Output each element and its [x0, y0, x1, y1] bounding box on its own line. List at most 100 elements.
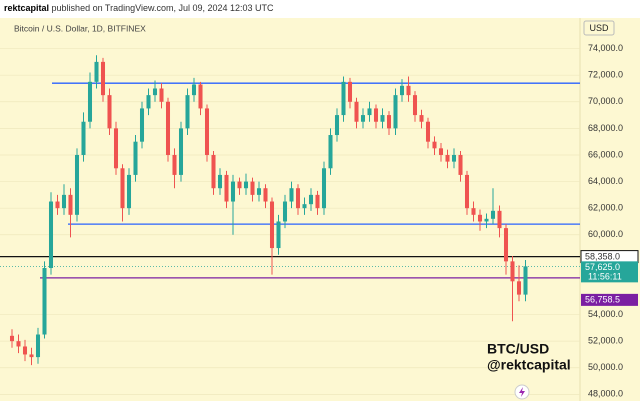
candle-body — [250, 181, 255, 195]
candle-body — [133, 141, 138, 175]
candle-body — [68, 194, 73, 215]
candle-body — [276, 221, 281, 249]
y-tick-label: 64,000.0 — [588, 176, 623, 186]
candle-body — [159, 88, 164, 102]
candle-body — [399, 85, 405, 96]
y-tick-label: 60,000.0 — [588, 229, 623, 239]
candle-body — [107, 95, 112, 129]
candle-body — [113, 128, 119, 169]
level-tag: 58,358.0 — [585, 251, 620, 261]
y-tick-label: 54,000.0 — [588, 309, 623, 319]
candle-body — [29, 354, 34, 358]
candle-body — [35, 334, 41, 358]
candle-body — [243, 181, 249, 189]
candle-body — [256, 188, 262, 195]
level-tag-bg — [581, 293, 638, 306]
candle-body — [9, 335, 15, 342]
candle-body — [185, 95, 190, 129]
y-tick-label: 66,000.0 — [588, 149, 623, 159]
candle-body — [263, 188, 268, 202]
publisher: rektcapital — [4, 3, 49, 13]
candle-body — [386, 115, 392, 129]
candle-body — [458, 154, 463, 175]
candle-body — [354, 101, 359, 122]
candle-body — [224, 174, 229, 202]
candle-body — [172, 154, 177, 175]
candle-body — [419, 115, 424, 122]
candle-body — [87, 81, 93, 122]
candle-body — [139, 108, 145, 142]
candle-body — [503, 228, 509, 262]
candle-body — [321, 168, 327, 209]
candle-body — [120, 168, 125, 209]
candle-body — [510, 261, 515, 282]
candle-body — [198, 84, 203, 109]
level-tag: 56,758.5 — [585, 295, 620, 305]
candle-body — [425, 121, 431, 142]
candle-body — [477, 214, 483, 222]
candle-body — [516, 281, 522, 295]
candle-body — [81, 121, 86, 155]
candle-body — [412, 95, 418, 116]
candle-body — [165, 101, 171, 155]
countdown-bg — [581, 271, 638, 283]
plot: 48,000.0 50,000.0 52,000.0 54,000.0 60,000.0… — [0, 43, 639, 399]
candle-body — [497, 210, 502, 229]
candle-body — [328, 135, 333, 169]
candle-body — [490, 210, 496, 219]
last-price-tag: 57,625.0 — [585, 262, 620, 272]
candle-body — [406, 85, 411, 96]
candle-body — [360, 115, 366, 122]
candle-body — [100, 61, 106, 96]
last-price-tag-bg — [581, 261, 638, 274]
candle-body — [451, 154, 457, 162]
published-text: published on TradingView.com, Jul 09, 20… — [52, 3, 274, 13]
candle-body — [42, 268, 47, 335]
y-tick-label: 50,000.0 — [588, 362, 623, 372]
candle-body — [74, 154, 80, 215]
candle-body — [48, 201, 54, 269]
annotation: @rektcapital — [487, 357, 571, 373]
candle-body — [347, 81, 353, 102]
candle-body — [484, 218, 489, 222]
currency-box — [583, 20, 615, 36]
candle-body — [432, 141, 437, 149]
y-tick-label: 48,000.0 — [588, 389, 623, 399]
candle-body — [191, 84, 197, 96]
candle-body — [126, 174, 132, 209]
candle-body — [445, 154, 450, 162]
candle-body — [289, 188, 294, 202]
candle-body — [334, 115, 340, 136]
candle-body — [302, 204, 307, 209]
candle-body — [295, 188, 301, 209]
countdown: 11:56:11 — [588, 272, 622, 282]
y-tick-label: 62,000.0 — [588, 203, 623, 213]
candle-body — [269, 201, 275, 249]
candle-body — [146, 95, 151, 109]
candle-body — [367, 108, 372, 116]
header-text: rektcapital published on TradingView.com… — [4, 3, 274, 13]
candle-body — [282, 201, 288, 222]
candle-body — [22, 346, 28, 355]
currency: USD — [589, 23, 609, 33]
candle-body — [373, 108, 379, 122]
header-bar — [0, 0, 640, 18]
candle-body — [204, 108, 210, 155]
chart-background — [0, 18, 640, 401]
candle-body — [393, 95, 398, 129]
candle-body — [308, 194, 314, 205]
candle-body — [237, 181, 242, 189]
candle-body — [16, 341, 21, 347]
candle-body — [341, 81, 346, 116]
y-tick-label: 74,000.0 — [588, 43, 623, 53]
y-tick-label: 72,000.0 — [588, 70, 623, 80]
candle-body — [178, 128, 184, 175]
candle-body — [94, 61, 99, 82]
candle-body — [471, 208, 476, 215]
candle-body — [61, 194, 67, 209]
candle-body — [55, 201, 60, 209]
candle-body — [380, 115, 385, 122]
candle-body — [523, 266, 528, 295]
